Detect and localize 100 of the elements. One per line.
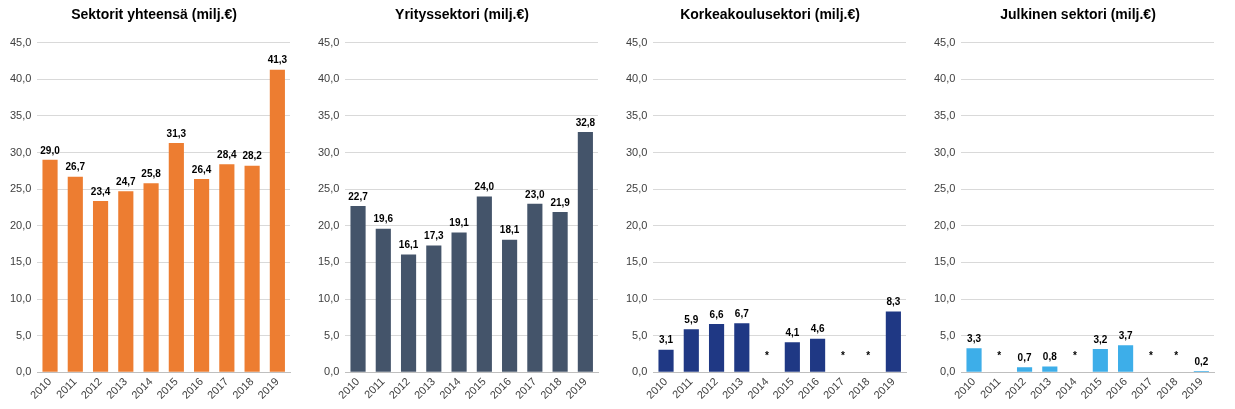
- data-label: 6,7: [734, 308, 750, 320]
- bar: [810, 338, 826, 372]
- bar: [577, 132, 593, 372]
- bar: [1016, 367, 1033, 372]
- data-label: 3,1: [659, 334, 674, 346]
- data-label: 23,0: [525, 188, 546, 200]
- data-label: 0,7: [1017, 351, 1032, 363]
- bar: [244, 165, 260, 372]
- y-tick-label: 0,0: [16, 365, 32, 378]
- y-tick-label: 15,0: [933, 255, 956, 268]
- y-tick-label: 20,0: [9, 218, 32, 231]
- y-tick-label: 40,0: [933, 72, 956, 85]
- text: *: [765, 350, 770, 362]
- bar: [527, 203, 543, 372]
- data-label: 3,3: [967, 332, 982, 344]
- data-label: 3,7: [1118, 330, 1133, 341]
- bar: [168, 142, 184, 372]
- bar: [219, 164, 235, 372]
- y-tick-label: 45,0: [625, 35, 648, 48]
- bar: [658, 349, 674, 372]
- y-tick-label: 10,0: [317, 292, 340, 305]
- data-label: 23,4: [90, 185, 111, 197]
- data-label: 0,2: [1194, 355, 1209, 367]
- bar: [400, 254, 417, 372]
- data-label: 17,3: [424, 230, 444, 242]
- text: *: [1148, 350, 1153, 362]
- data-label: 16,1: [398, 239, 419, 251]
- y-tick-label: 0,0: [632, 365, 648, 378]
- y-tick-label: 5,0: [940, 328, 956, 341]
- y-tick-label: 15,0: [9, 255, 32, 268]
- text: *: [866, 350, 871, 362]
- bar: [42, 159, 58, 372]
- bar: [269, 69, 285, 372]
- data-label: 31,3: [166, 127, 187, 139]
- data-label: 0,8: [1042, 351, 1058, 363]
- y-tick-label: 40,0: [625, 72, 648, 85]
- y-tick-label: 30,0: [625, 145, 648, 158]
- data-label: 19,1: [449, 217, 470, 229]
- y-tick-label: 0,0: [940, 365, 956, 378]
- y-tick-label: 35,0: [625, 108, 648, 121]
- bar: [143, 183, 159, 372]
- y-tick-label: 45,0: [9, 35, 32, 48]
- bar: [502, 239, 518, 372]
- y-tick-label: 40,0: [317, 72, 340, 85]
- chart-title: Korkeakoulusektori (milj.€): [679, 6, 861, 22]
- text: *: [997, 350, 1002, 362]
- bar: [375, 228, 391, 372]
- bar: [784, 342, 800, 372]
- y-tick-label: 5,0: [324, 328, 340, 341]
- data-label: 21,9: [550, 196, 571, 208]
- y-tick-label: 15,0: [625, 255, 648, 268]
- chart-title: Julkinen sektori (milj.€): [999, 6, 1157, 22]
- bar: [92, 200, 109, 372]
- bar: [476, 196, 492, 372]
- y-tick-label: 25,0: [317, 182, 340, 195]
- bar: [734, 323, 750, 372]
- text: *: [1174, 350, 1179, 362]
- data-label: 19,6: [373, 213, 394, 225]
- data-label: 22,7: [348, 190, 369, 202]
- y-tick-label: 10,0: [625, 292, 648, 305]
- bar: [118, 191, 134, 372]
- bar: [683, 329, 699, 372]
- bar: [885, 311, 901, 372]
- y-tick-label: 30,0: [317, 145, 340, 158]
- y-tick-label: 35,0: [9, 108, 32, 121]
- data-label: 8,3: [886, 296, 901, 308]
- y-tick-label: 45,0: [933, 35, 956, 48]
- chart-title: Sektorit yhteensä (milj.€): [70, 6, 238, 22]
- bar: [426, 245, 442, 372]
- y-tick-label: 35,0: [933, 108, 956, 121]
- y-tick-label: 25,0: [9, 182, 32, 195]
- bar: [67, 176, 83, 372]
- data-label: 5,9: [684, 313, 699, 325]
- y-tick-label: 25,0: [625, 182, 648, 195]
- data-label: 4,1: [785, 327, 800, 339]
- y-tick-label: 45,0: [317, 35, 340, 48]
- data-label: 4,6: [810, 323, 825, 335]
- y-tick-label: 5,0: [16, 328, 32, 341]
- y-tick-label: 30,0: [933, 145, 956, 158]
- y-tick-label: 20,0: [933, 218, 956, 231]
- text: *: [840, 350, 845, 362]
- data-label: 25,8: [141, 168, 162, 180]
- y-tick-label: 30,0: [9, 145, 32, 158]
- y-tick-label: 35,0: [317, 108, 340, 121]
- y-tick-label: 25,0: [933, 182, 956, 195]
- data-label: 3,2: [1093, 333, 1108, 345]
- data-label: 6,6: [709, 308, 724, 320]
- y-tick-label: 15,0: [317, 255, 340, 268]
- bar: [1118, 345, 1134, 372]
- bar: [708, 324, 725, 372]
- bar: [1042, 366, 1058, 372]
- y-tick-label: 20,0: [317, 218, 340, 231]
- data-label: 41,3: [267, 54, 288, 66]
- y-tick-label: 20,0: [625, 218, 648, 231]
- bar: [194, 178, 210, 372]
- bar: [350, 206, 366, 372]
- data-label: 28,2: [242, 150, 263, 162]
- bar: [966, 348, 982, 372]
- data-label: 32,8: [575, 116, 596, 128]
- text: *: [1073, 350, 1078, 362]
